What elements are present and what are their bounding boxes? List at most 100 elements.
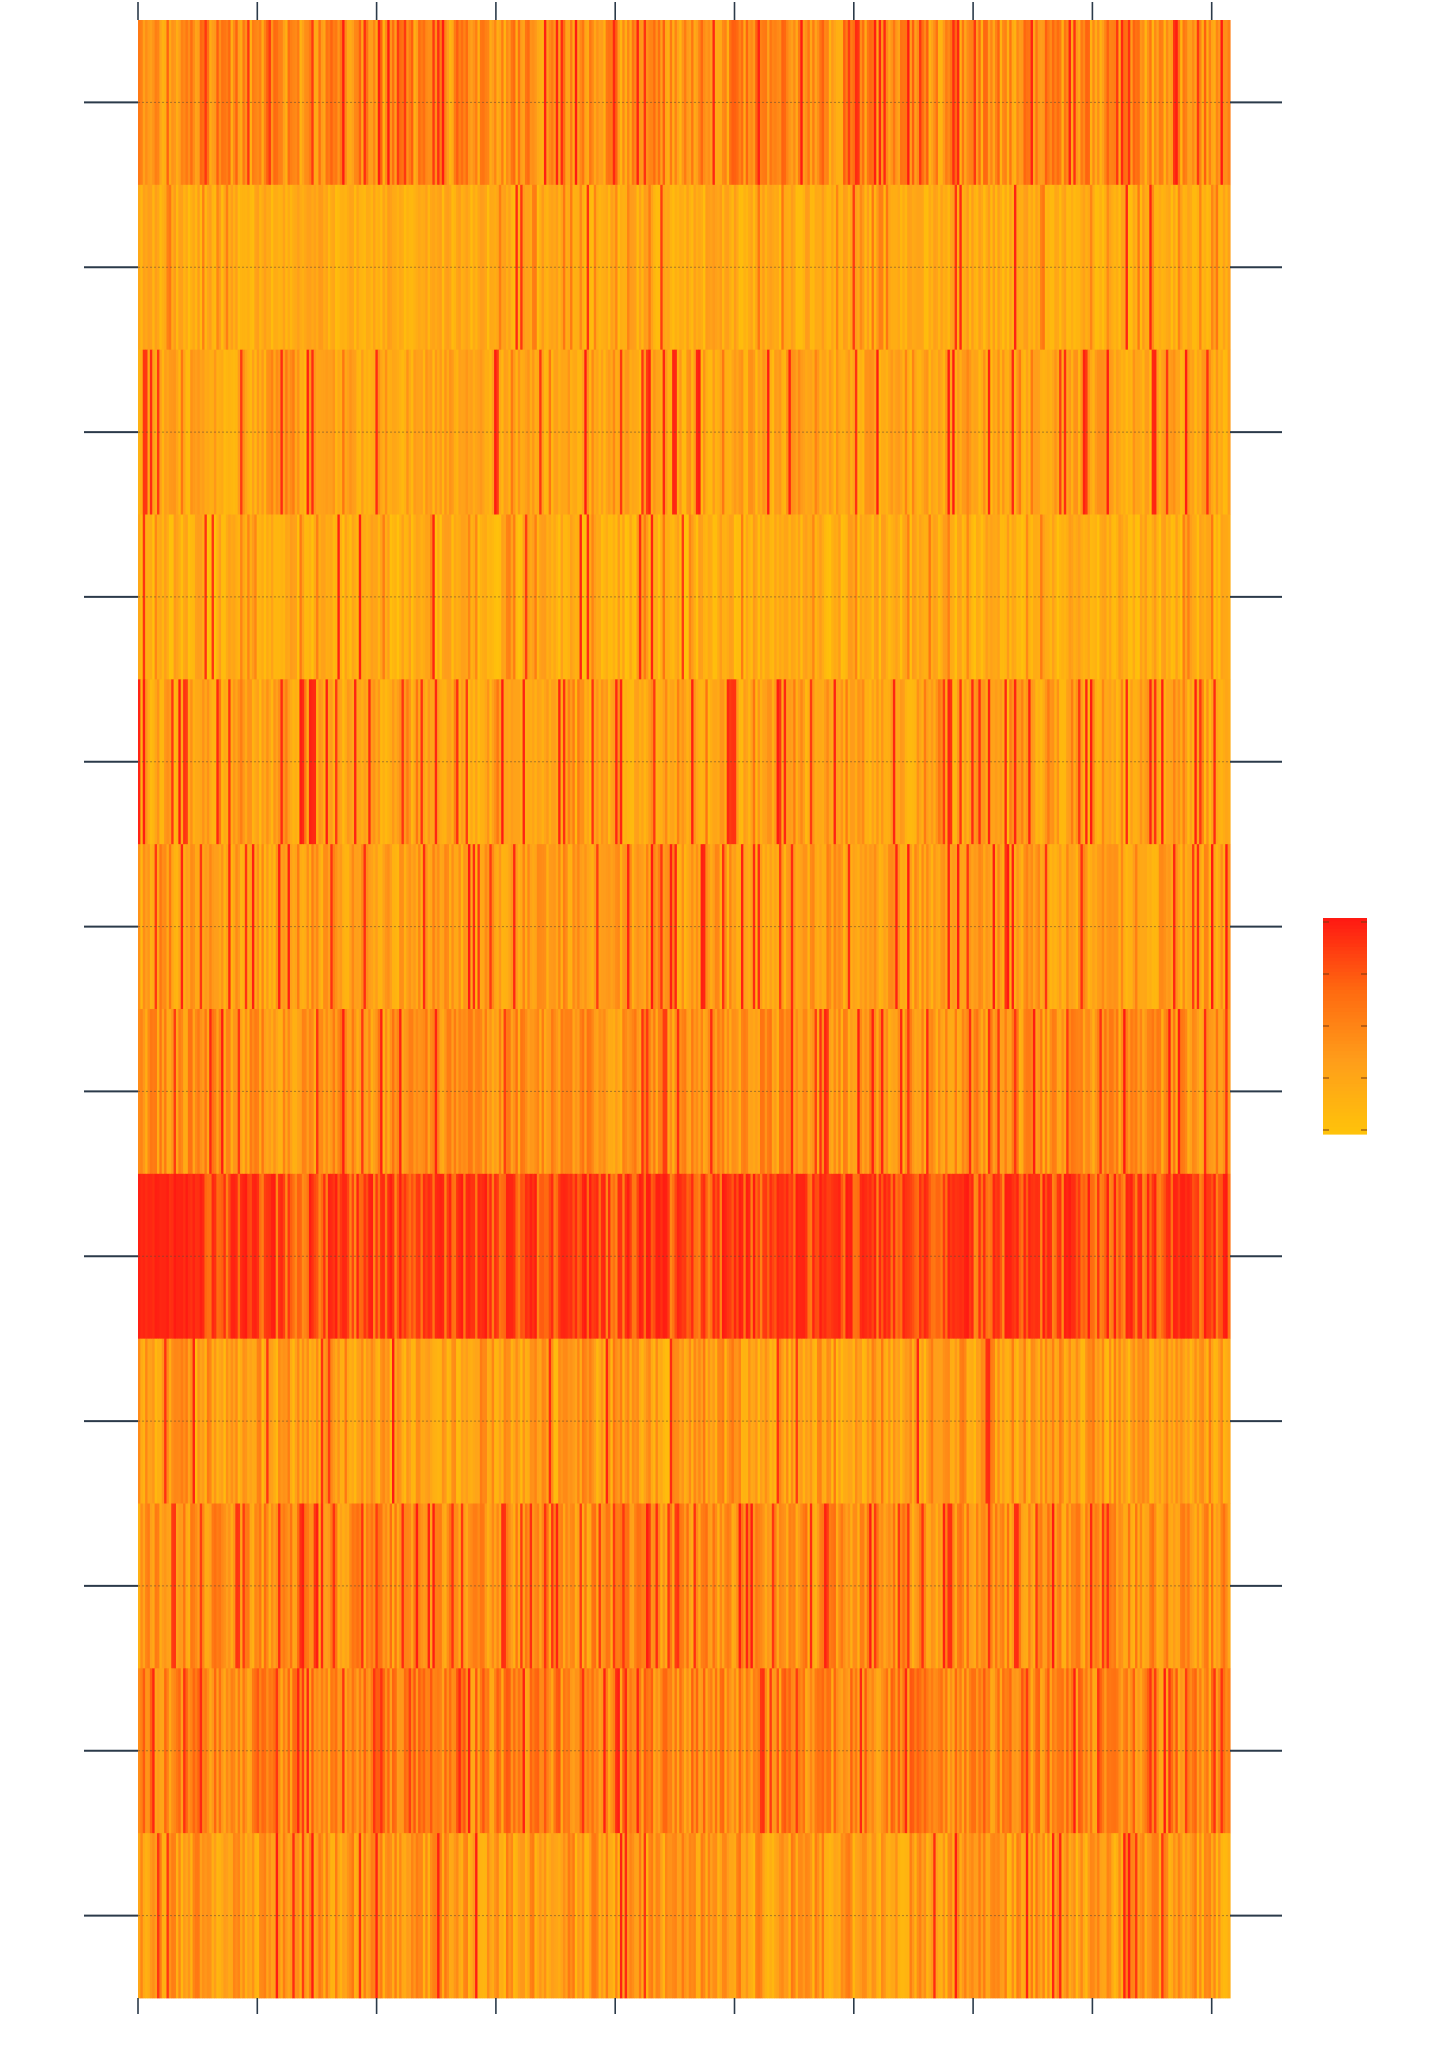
heatmap-cell (1199, 1009, 1203, 1175)
heatmap-cell (719, 679, 723, 845)
heatmap-cell (380, 349, 384, 515)
heatmap-cell (983, 1173, 987, 1340)
heatmap-cell (358, 1338, 362, 1504)
heatmap-cell (304, 349, 308, 515)
heatmap-cell (287, 844, 291, 1010)
heatmap-cell (527, 844, 531, 1010)
heatmap-cell (1082, 20, 1086, 186)
heatmap-cell (235, 20, 239, 186)
heatmap-cell (919, 20, 922, 186)
heatmap-cell (299, 1009, 303, 1175)
heatmap-cell (463, 679, 467, 845)
heatmap-cell (1211, 184, 1214, 351)
heatmap-cell (292, 514, 296, 680)
heatmap-cell (306, 1338, 310, 1504)
heatmap-cell (1175, 679, 1179, 845)
heatmap-cell (211, 184, 215, 351)
heatmap-cell (888, 1009, 892, 1175)
heatmap-cell (522, 349, 526, 515)
heatmap-cell (888, 844, 892, 1010)
heatmap-cell (738, 1668, 742, 1834)
heatmap-cell (650, 1503, 654, 1669)
heatmap-cell (1092, 1503, 1096, 1669)
heatmap-cell (959, 679, 963, 845)
heatmap-cell (520, 679, 524, 845)
heatmap-cell (1028, 349, 1032, 515)
heatmap-cell (1123, 679, 1127, 845)
heatmap-cell (1163, 514, 1167, 680)
heatmap-cell (1116, 349, 1120, 515)
heatmap-cell (895, 184, 899, 351)
heatmap-cell (1063, 514, 1067, 680)
heatmap-cell (218, 20, 222, 186)
heatmap-cell (527, 20, 531, 186)
heatmap-cell (1087, 679, 1091, 845)
heatmap-cell (759, 1503, 763, 1669)
heatmap-cell (339, 349, 343, 515)
heatmap-cell (724, 1173, 728, 1340)
heatmap-cell (572, 679, 576, 845)
heatmap-cell (771, 1668, 775, 1834)
heatmap-cell (1111, 349, 1115, 515)
heatmap-cell (1116, 1173, 1120, 1340)
heatmap-cell (971, 1503, 975, 1669)
heatmap-cell (1004, 1503, 1008, 1669)
heatmap-cell (1123, 1173, 1127, 1340)
heatmap-cell (947, 1503, 951, 1669)
heatmap-cell (280, 1173, 284, 1340)
heatmap-cell (954, 20, 958, 186)
heatmap-cell (508, 349, 512, 515)
heatmap-cell (496, 20, 500, 186)
heatmap-cell (403, 184, 407, 351)
heatmap-cell (615, 1668, 619, 1834)
heatmap-cell (987, 1009, 991, 1175)
heatmap-cell (1016, 184, 1020, 351)
heatmap-cell (1116, 514, 1120, 680)
heatmap-cell (270, 184, 274, 351)
heatmap-cell (218, 1503, 222, 1669)
heatmap-cell (684, 1338, 687, 1504)
heatmap-cell (748, 1338, 752, 1504)
heatmap-cell (1011, 514, 1015, 680)
heatmap-cell (767, 349, 771, 515)
heatmap-cell (942, 1338, 946, 1504)
heatmap-cell (900, 514, 903, 680)
heatmap-cell (572, 514, 576, 680)
heatmap-cell (415, 1668, 419, 1834)
heatmap-cell (434, 184, 438, 351)
heatmap-cell (370, 1668, 374, 1834)
heatmap-cell (1106, 20, 1110, 186)
heatmap-cell (451, 1009, 455, 1175)
heatmap-cell (555, 184, 559, 351)
heatmap-cell (767, 1503, 771, 1669)
heatmap-cell (1094, 1503, 1098, 1669)
heatmap-cell (1182, 844, 1186, 1010)
heatmap-cell (567, 349, 571, 515)
heatmap-cell (467, 1503, 471, 1669)
heatmap-cell (522, 1009, 526, 1175)
heatmap-cell (503, 514, 507, 680)
heatmap-cell (911, 1009, 915, 1175)
heatmap-cell (228, 844, 232, 1010)
heatmap-cell (270, 679, 274, 845)
heatmap-cell (259, 1668, 263, 1834)
heatmap-cell (748, 349, 752, 515)
heatmap-cell (631, 1009, 635, 1175)
heatmap-cell (959, 1173, 963, 1340)
heatmap-cell (259, 20, 263, 186)
heatmap-cell (1106, 349, 1110, 515)
heatmap-cell (351, 1503, 355, 1669)
heatmap-cell (695, 514, 699, 680)
heatmap-cell (738, 844, 742, 1010)
heatmap-cell (655, 1503, 659, 1669)
heatmap-cell (235, 514, 239, 680)
heatmap-cell (346, 1173, 350, 1340)
heatmap-cell (952, 20, 956, 186)
heatmap-cell (1175, 20, 1179, 186)
heatmap-cell (695, 1338, 699, 1504)
heatmap-cell (783, 349, 787, 515)
heatmap-cell (691, 20, 695, 186)
heatmap-cell (216, 20, 220, 186)
heatmap-cell (831, 1338, 835, 1504)
